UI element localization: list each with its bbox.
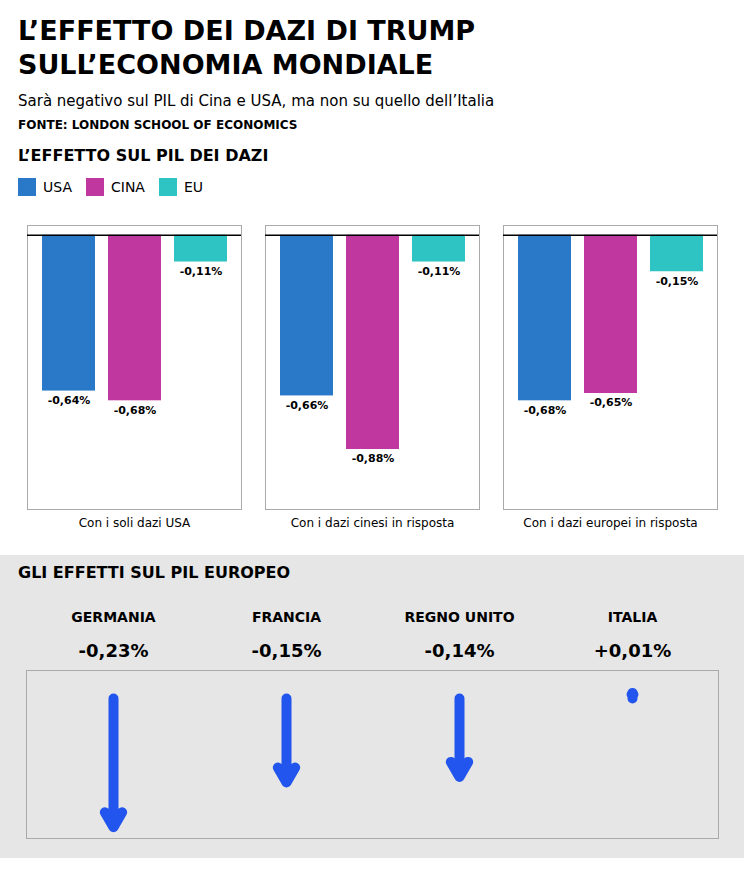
svg-text:Con i dazi europei in risposta: Con i dazi europei in risposta	[523, 516, 697, 530]
svg-text:+0,01%: +0,01%	[594, 640, 672, 661]
svg-text:FRANCIA: FRANCIA	[252, 609, 321, 625]
svg-text:-0,68%: -0,68%	[114, 403, 157, 416]
svg-text:GERMANIA: GERMANIA	[71, 609, 156, 625]
svg-text:-0,11%: -0,11%	[180, 264, 223, 277]
svg-text:Con i dazi cinesi in risposta: Con i dazi cinesi in risposta	[291, 516, 455, 530]
html-text:CINA: CINA	[111, 179, 145, 195]
svg-text:REGNO UNITO: REGNO UNITO	[404, 609, 514, 625]
svg-text:ITALIA: ITALIA	[608, 609, 658, 625]
html-text:L’EFFETTO DEI DAZI DI TRUMP SU: L’EFFETTO DEI DAZI DI TRUMP SULL’ECONOMI…	[18, 15, 476, 80]
html-text:L’EFFETTO SUL PIL DEI DAZI: L’EFFETTO SUL PIL DEI DAZI	[18, 145, 269, 165]
svg-text:Con i soli dazi USA: Con i soli dazi USA	[79, 516, 191, 530]
svg-text:-0,14%: -0,14%	[425, 640, 495, 661]
html-text:FONTE: LONDON SCHOOL OF ECONOM: FONTE: LONDON SCHOOL OF ECONOMICS	[18, 117, 298, 132]
html-text:USA: USA	[43, 179, 72, 195]
svg-text:-0,11%: -0,11%	[418, 264, 461, 277]
svg-text:-0,23%: -0,23%	[79, 640, 149, 661]
svg-text:-0,68%: -0,68%	[524, 403, 567, 416]
svg-text:-0,65%: -0,65%	[590, 396, 633, 409]
html-text:GLI EFFETTI SUL PIL EUROPEO: GLI EFFETTI SUL PIL EUROPEO	[18, 562, 291, 582]
svg-text:-0,64%: -0,64%	[48, 393, 91, 406]
html-text:Sarà negativo sul PIL di Cina: Sarà negativo sul PIL di Cina e USA, ma …	[18, 91, 495, 110]
html-text:EU: EU	[184, 179, 203, 195]
svg-text:-0,66%: -0,66%	[286, 398, 329, 411]
svg-text:-0,88%: -0,88%	[352, 452, 395, 465]
svg-text:-0,15%: -0,15%	[252, 640, 322, 661]
svg-text:-0,15%: -0,15%	[656, 274, 699, 287]
